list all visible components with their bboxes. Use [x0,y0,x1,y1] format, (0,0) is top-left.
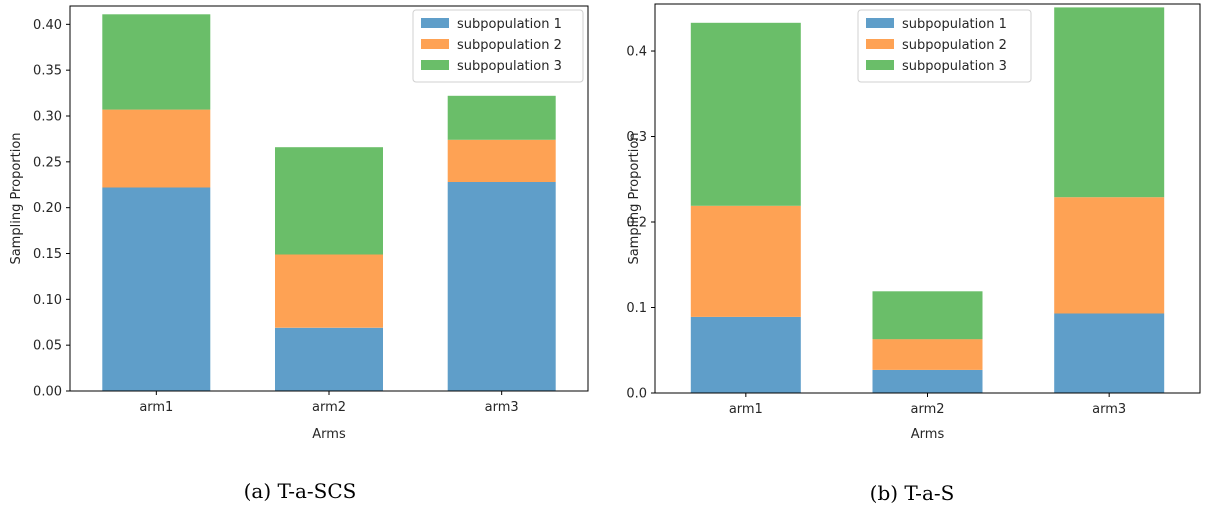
legend-box [857,9,1032,83]
y-tick-label: 0.2 [626,216,647,231]
x-axis-label: Arms [911,427,945,442]
legend-label: subpopulation 3 [902,59,1007,74]
bar-arm2-series-1 [275,327,383,392]
bar-arm2-series-2 [275,254,383,328]
legend-swatch [421,39,449,49]
bar-arm1-series-2 [102,109,211,188]
y-tick-label: 0.10 [33,293,62,308]
chart-1: 0.0 0.1 0.2 0.3 0.4 arm1 arm2 arm3 Arms Sampling … [626,3,1201,505]
legend: subpopulation 1 subpopulation 2 subpopulat… [412,9,584,83]
x-tick-label: arm3 [1092,402,1126,417]
bar-arm2-series-2 [872,339,983,370]
y-tick-label: 0.20 [33,201,62,216]
y-tick-label: 0.40 [33,18,62,33]
subfigure-caption: (b) T-a-S [870,481,955,505]
y-tick-label: 0.35 [33,64,62,79]
chart-0: 0.00 0.05 0.10 0.15 0.20 0.25 0.30 0.35 0.40 arm1… [9,5,589,503]
bar-arm3-series-2 [1054,197,1165,314]
bar-arm3-series-1 [1054,313,1165,393]
legend-swatch [421,18,449,28]
bar-arm1-series-2 [690,205,801,317]
x-tick-label: arm2 [312,400,346,415]
bar-arm2-series-3 [275,147,383,255]
y-tick-label: 0.25 [33,155,62,170]
legend-swatch [866,60,894,70]
subfigure-caption: (a) T-a-SCS [244,479,357,503]
y-tick-label: 0.3 [626,130,647,145]
bar-arm3-series-2 [447,139,556,182]
y-tick-label: 0.30 [33,110,62,125]
legend-swatch [421,60,449,70]
bar-arm2-series-1 [872,369,983,393]
y-tick-label: 0.1 [626,301,647,316]
y-axis-label: Sampling Proportion [627,132,642,264]
x-tick-label: arm3 [485,400,519,415]
bar-arm1-series-3 [102,14,211,110]
legend-label: subpopulation 3 [457,59,562,74]
x-tick-label: arm1 [139,400,173,415]
bar-arm1-series-1 [102,187,211,391]
legend-swatch [866,18,894,28]
legend-box [412,9,584,83]
y-tick-label: 0.05 [33,339,62,354]
x-tick-label: arm1 [729,402,763,417]
bar-arm1-series-3 [690,22,801,206]
legend-label: subpopulation 2 [457,38,562,53]
y-tick-label: 0.00 [33,385,62,400]
x-tick-label: arm2 [910,402,944,417]
x-axis-label: Arms [312,427,346,442]
bar-arm3-series-1 [447,182,556,391]
bar-arm1-series-1 [690,316,801,393]
y-tick-label: 0.15 [33,247,62,262]
legend-swatch [866,39,894,49]
bar-arm3-series-3 [447,95,556,140]
y-tick-label: 0.0 [626,387,647,402]
bar-arm3-series-3 [1054,7,1165,198]
legend: subpopulation 1 subpopulation 2 subpopulat… [857,9,1032,83]
bar-arm2-series-3 [872,291,983,340]
legend-label: subpopulation 1 [457,17,562,32]
y-axis-label: Sampling Proportion [9,132,24,264]
legend-label: subpopulation 2 [902,38,1007,53]
y-tick-label: 0.4 [626,45,647,60]
legend-label: subpopulation 1 [902,17,1007,32]
